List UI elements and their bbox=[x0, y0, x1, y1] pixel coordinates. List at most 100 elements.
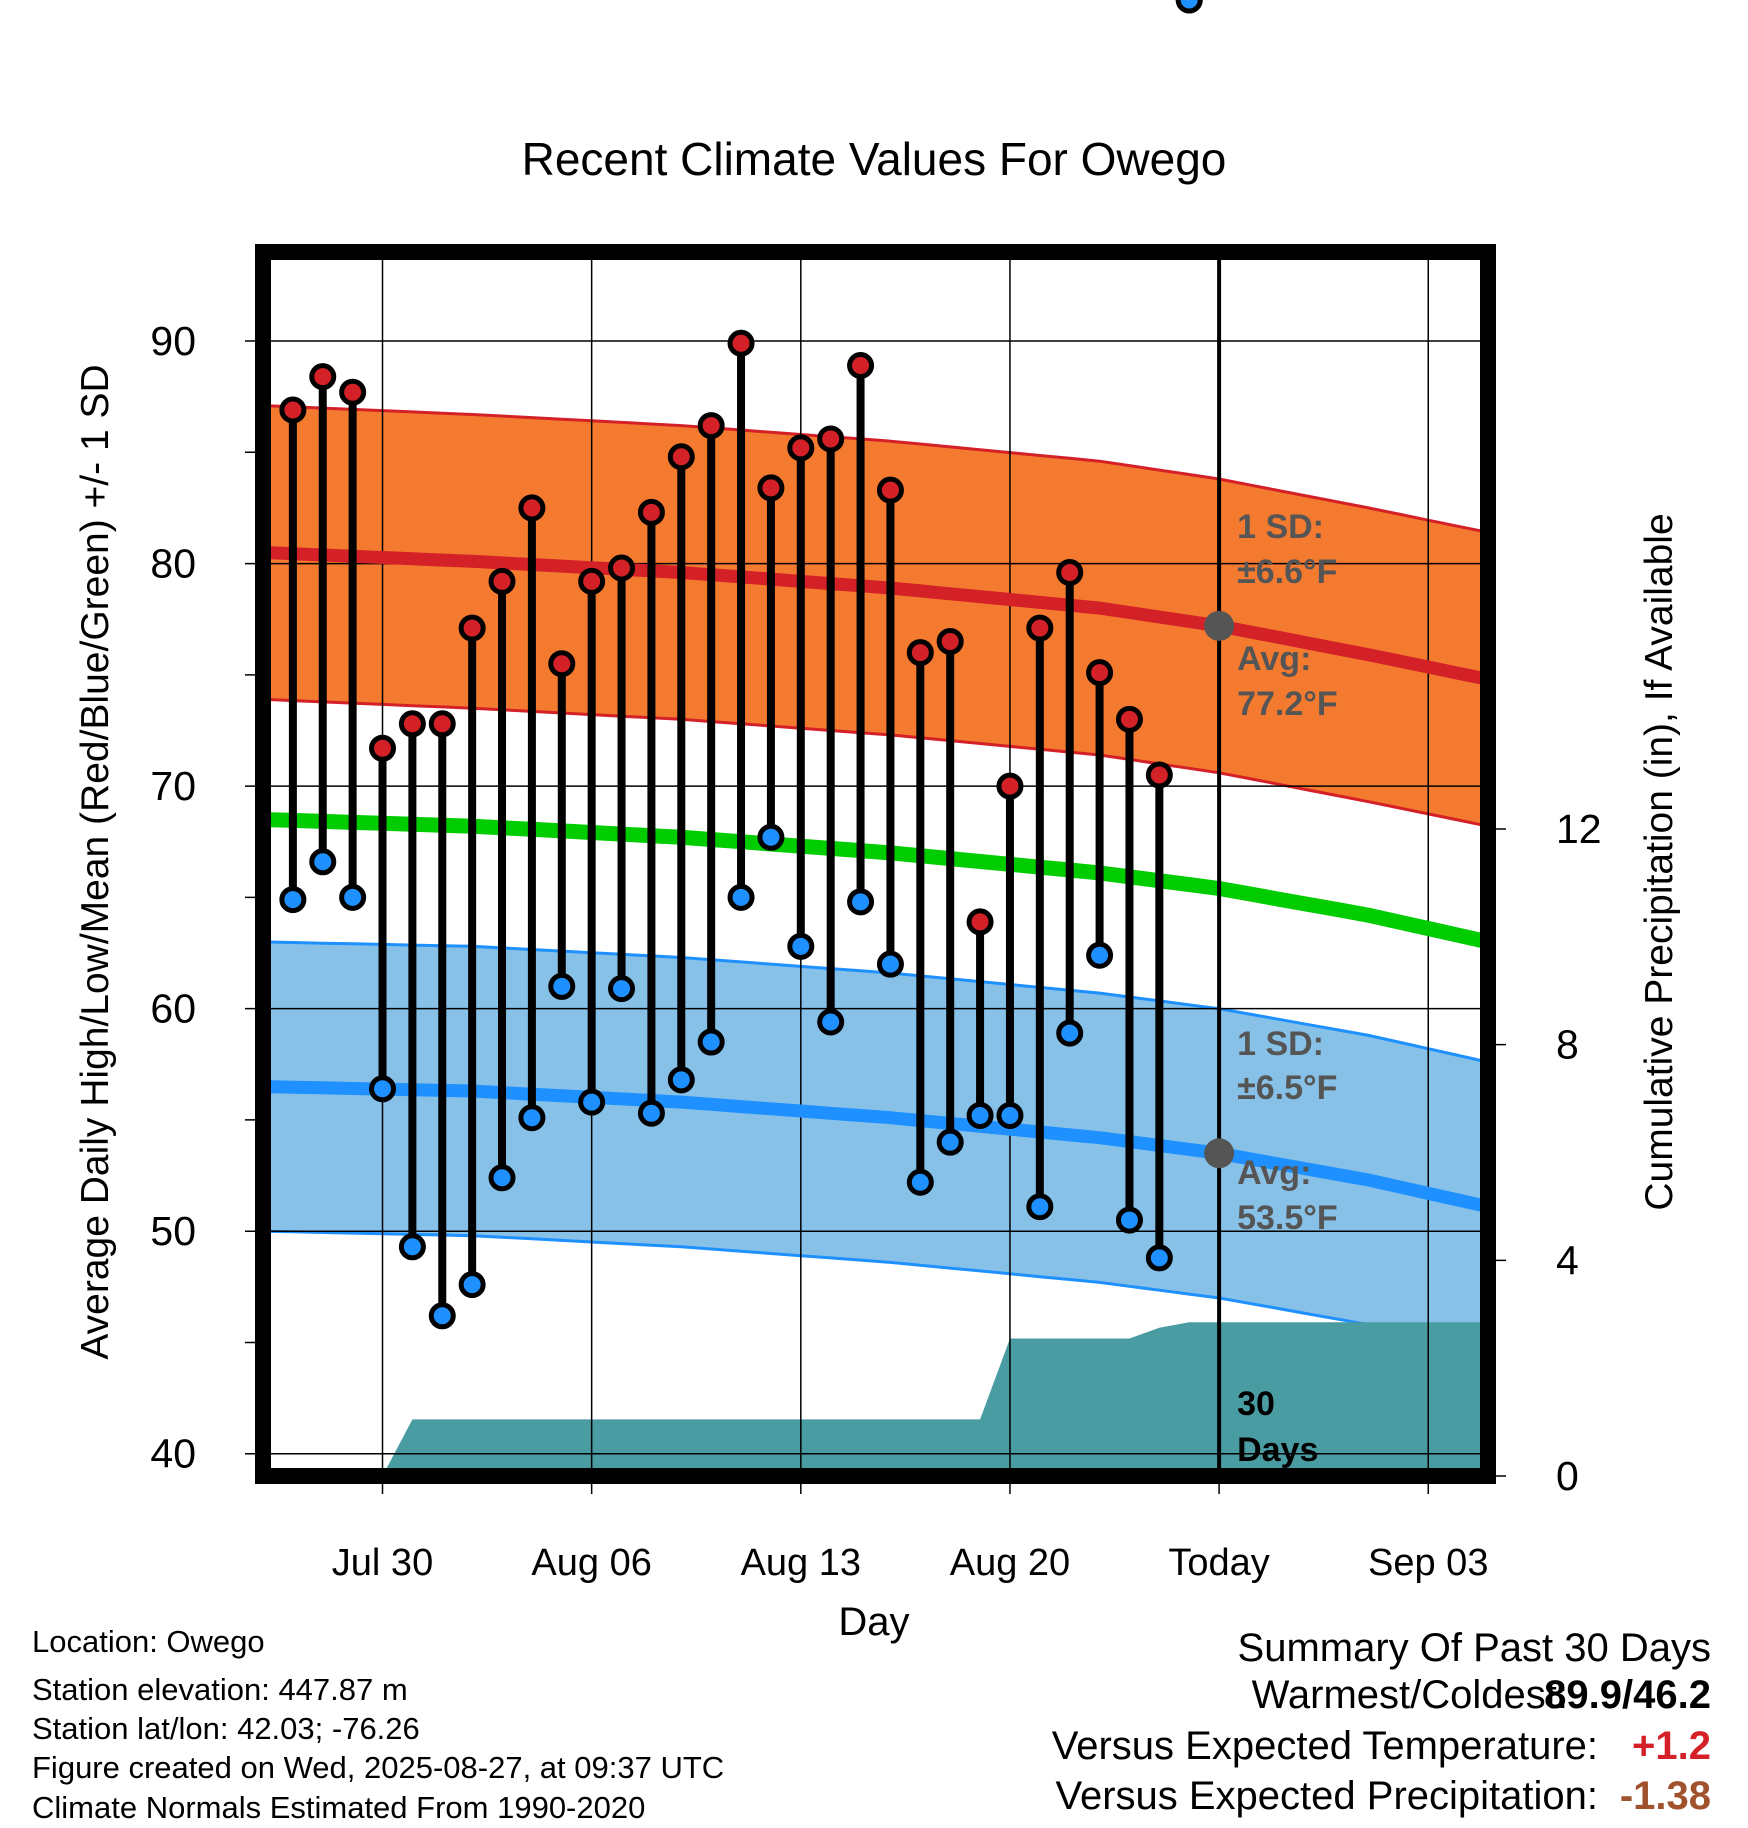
x-tick-label: Today bbox=[1168, 1542, 1269, 1584]
x-tick-label: Aug 13 bbox=[741, 1542, 861, 1584]
daily-low-point bbox=[488, 1164, 516, 1192]
daily-high-point bbox=[488, 567, 516, 595]
daily-low-point bbox=[817, 1008, 845, 1036]
daily-high-point bbox=[697, 412, 725, 440]
daily-low-point bbox=[1056, 1019, 1084, 1047]
x-tick-label: Aug 06 bbox=[531, 1542, 651, 1584]
y-tick-label-left: 90 bbox=[150, 318, 196, 364]
plot-area: 1 SD: ±6.6°F Avg: 77.2°F 1 SD: ±6.5°F Avg: 53.5… bbox=[150, 0, 1602, 1584]
daily-low-point bbox=[578, 1088, 606, 1116]
high-sd-band bbox=[263, 405, 1488, 827]
daily-high-point bbox=[847, 351, 875, 379]
daily-low-point bbox=[1175, 0, 1203, 14]
daily-low-point bbox=[518, 1104, 546, 1132]
y-tick-label-right: 0 bbox=[1556, 1453, 1579, 1499]
low-avg-value: 53.5°F bbox=[1237, 1199, 1338, 1237]
daily-high-point bbox=[339, 378, 367, 406]
today-low-avg-marker bbox=[1204, 1138, 1235, 1169]
precipitation-area bbox=[263, 1322, 1488, 1476]
daily-low-point bbox=[697, 1028, 725, 1056]
created-text: Figure created on Wed, 2025-08-27, at 09… bbox=[32, 1750, 725, 1785]
location-text: Location: Owego bbox=[32, 1624, 265, 1659]
low-avg-label: Avg: bbox=[1237, 1154, 1311, 1192]
daily-high-point bbox=[1115, 705, 1143, 733]
daily-high-point bbox=[1056, 558, 1084, 586]
daily-low-point bbox=[428, 1302, 456, 1330]
y-tick-label-right: 12 bbox=[1556, 806, 1602, 852]
warm-cold-label: Warmest/Coldest: bbox=[1251, 1673, 1568, 1717]
high-avg-value: 77.2°F bbox=[1237, 685, 1338, 723]
y-tick-label-right: 4 bbox=[1556, 1237, 1579, 1283]
normal-low-line bbox=[262, 1080, 1490, 1214]
daily-high-point bbox=[1086, 659, 1114, 687]
daily-high-point bbox=[279, 396, 307, 424]
daily-low-point bbox=[936, 1128, 964, 1156]
temp-value: +1.2 bbox=[1632, 1724, 1711, 1768]
normals-text: Climate Normals Estimated From 1990-2020 bbox=[32, 1790, 646, 1825]
daily-low-point bbox=[279, 886, 307, 914]
y-tick-label-left: 50 bbox=[150, 1208, 196, 1254]
daily-low-point bbox=[1115, 1206, 1143, 1234]
daily-high-point bbox=[398, 710, 426, 738]
x-tick-label: Sep 03 bbox=[1368, 1542, 1488, 1584]
daily-high-point bbox=[458, 614, 486, 642]
period-label-number: 30 bbox=[1237, 1385, 1275, 1423]
daily-high-point bbox=[428, 710, 456, 738]
precip-label: Versus Expected Precipitation: bbox=[1055, 1774, 1598, 1818]
daily-low-point bbox=[1086, 941, 1114, 969]
daily-low-point bbox=[966, 1101, 994, 1129]
daily-high-point bbox=[906, 639, 934, 667]
daily-high-point bbox=[727, 329, 755, 357]
low-sd-value: ±6.5°F bbox=[1237, 1069, 1337, 1107]
daily-high-point bbox=[936, 627, 964, 655]
daily-high-point bbox=[637, 498, 665, 526]
summary-title: Summary Of Past 30 Days bbox=[1237, 1626, 1711, 1670]
daily-high-point bbox=[1026, 614, 1054, 642]
daily-low-point bbox=[757, 823, 785, 851]
daily-low-point bbox=[398, 1233, 426, 1261]
daily-low-point bbox=[727, 883, 755, 911]
daily-low-point bbox=[309, 848, 337, 876]
daily-low-point bbox=[847, 888, 875, 916]
daily-low-point bbox=[608, 975, 636, 1003]
low-sd-lower-edge bbox=[262, 1229, 1489, 1353]
daily-high-point bbox=[369, 734, 397, 762]
daily-high-point bbox=[548, 650, 576, 678]
daily-high-point bbox=[578, 567, 606, 595]
y-tick-label-left: 80 bbox=[150, 541, 196, 587]
high-sd-upper-edge bbox=[262, 404, 1489, 534]
normal-mean-line bbox=[262, 812, 1490, 950]
today-high-avg-marker bbox=[1204, 610, 1235, 641]
high-avg-label: Avg: bbox=[1237, 640, 1311, 678]
daily-low-point bbox=[458, 1271, 486, 1299]
daily-high-point bbox=[787, 434, 815, 462]
y-axis-title-right: Cumulative Precipitation (in), If Availa… bbox=[1638, 513, 1681, 1210]
y-tick-label-left: 70 bbox=[150, 763, 196, 809]
normal-high-line bbox=[262, 545, 1490, 686]
period-label-days: Days bbox=[1237, 1431, 1318, 1469]
high-sd-label: 1 SD: bbox=[1237, 508, 1324, 546]
daily-low-point bbox=[1145, 1244, 1173, 1272]
elevation-text: Station elevation: 447.87 m bbox=[32, 1672, 408, 1707]
daily-high-point bbox=[966, 908, 994, 936]
y-tick-label-right: 8 bbox=[1556, 1022, 1579, 1068]
daily-high-point bbox=[518, 494, 546, 522]
daily-low-point bbox=[787, 932, 815, 960]
daily-high-point bbox=[1145, 761, 1173, 789]
low-sd-upper-edge bbox=[262, 940, 1489, 1064]
daily-low-point bbox=[996, 1101, 1024, 1129]
daily-low-point bbox=[906, 1168, 934, 1196]
plot-frame bbox=[255, 244, 1496, 1484]
daily-high-point bbox=[608, 554, 636, 582]
daily-low-point bbox=[876, 950, 904, 978]
x-tick-label: Aug 20 bbox=[950, 1542, 1070, 1584]
y-tick-label-left: 60 bbox=[150, 986, 196, 1032]
daily-low-point bbox=[1026, 1193, 1054, 1221]
daily-high-point bbox=[876, 476, 904, 504]
daily-high-point bbox=[757, 474, 785, 502]
temp-label: Versus Expected Temperature: bbox=[1051, 1724, 1598, 1768]
daily-high-point bbox=[667, 443, 695, 471]
daily-low-point bbox=[548, 972, 576, 1000]
daily-low-point bbox=[369, 1075, 397, 1103]
